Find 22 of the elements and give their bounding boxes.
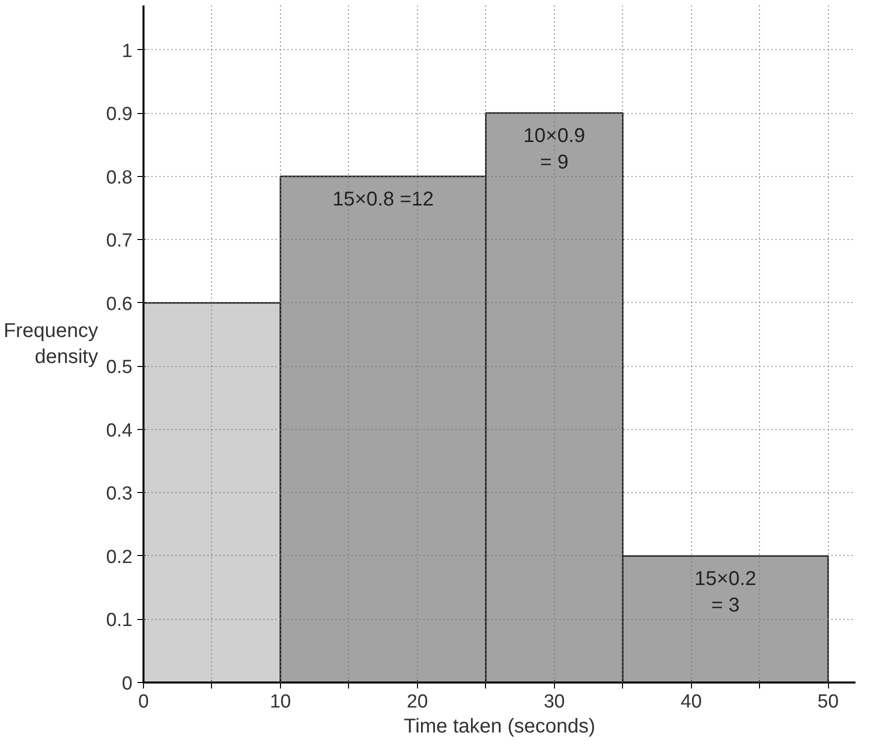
y-tick-label: 0.4 [106, 420, 133, 442]
y-tick-label: 0.8 [106, 167, 133, 188]
annotation: 10×0.9 = 9 [523, 125, 586, 174]
x-tick-label: 0 [138, 692, 149, 712]
x-tick-label: 30 [544, 692, 565, 712]
x-axis-title: Time taken (seconds) [404, 716, 596, 738]
annotation: 15×0.8 =12 [332, 188, 434, 210]
y-tick-label: 0.7 [106, 230, 133, 252]
y-tick-label: 0.6 [106, 294, 133, 315]
y-tick-label: 0.5 [106, 357, 133, 378]
y-tick-label: 0.2 [106, 546, 133, 568]
y-tick-label: 0 [122, 674, 133, 694]
y-tick-label: 0.9 [106, 104, 133, 126]
y-axis-title: Frequency density [4, 320, 98, 368]
x-tick-label: 20 [406, 692, 428, 712]
x-tick-label: 50 [818, 692, 839, 712]
y-tick-label: 1 [122, 40, 133, 62]
x-tick-label: 40 [680, 692, 702, 712]
y-tick-label: 0.3 [106, 484, 133, 505]
annotation: 15×0.2 = 3 [694, 568, 756, 616]
x-tick-label: 10 [270, 692, 291, 712]
y-tick-label: 0.1 [106, 610, 133, 632]
